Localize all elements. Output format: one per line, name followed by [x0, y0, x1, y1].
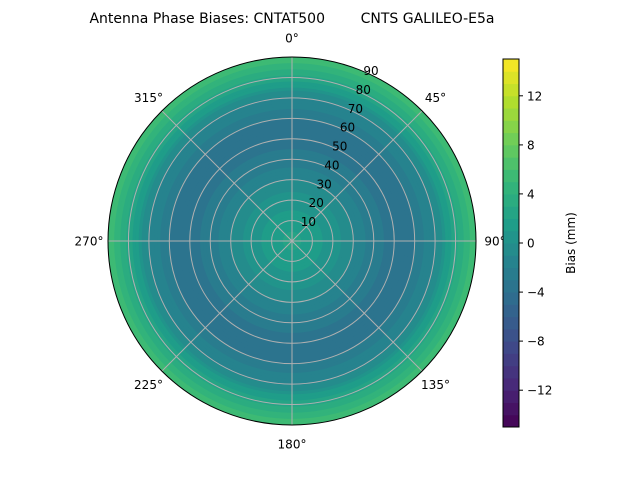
colorbar-band — [503, 267, 519, 281]
azimuth-gridline — [161, 110, 293, 242]
colorbar-band — [503, 304, 519, 318]
radial-tick-labels: 10 20 30 40 50 60 70 80 90 — [301, 64, 379, 229]
azimuth-tick-label: 45° — [425, 91, 446, 105]
colorbar-band — [503, 181, 519, 195]
colorbar-band — [503, 414, 519, 428]
azimuth-gridline — [161, 240, 293, 372]
colorbar-band — [503, 169, 519, 183]
colorbar-band — [503, 132, 519, 146]
colorbar-band — [503, 255, 519, 269]
colorbar-tick-label: −12 — [527, 384, 552, 398]
colorbar-band — [503, 83, 519, 97]
colorbar-band — [503, 218, 519, 232]
colorbar-tick-label: 8 — [527, 138, 535, 152]
colorbar-tick-label: 12 — [527, 89, 542, 103]
colorbar-band — [503, 108, 519, 121]
azimuth-tick-labels: 0° 45° 90° 135° 180° 225° 270° 315° — [75, 32, 506, 452]
radial-tick-label: 50 — [332, 140, 347, 154]
azimuth-tick-label: 225° — [134, 378, 163, 392]
colorbar-ticks: −12 −8 −4 0 4 8 12 — [519, 89, 552, 398]
azimuth-gridline — [291, 240, 423, 372]
colorbar-tick-label: 0 — [527, 237, 535, 251]
colorbar-band — [503, 59, 519, 72]
colorbar-band — [503, 402, 519, 416]
azimuth-tick-label: 270° — [75, 235, 104, 249]
colorbar-band — [503, 144, 519, 158]
colorbar-band — [503, 353, 519, 367]
colorbar-band — [503, 243, 519, 256]
colorbar-tick-label: −4 — [527, 286, 545, 300]
azimuth-tick-label: 90° — [484, 235, 505, 249]
colorbar-tick-label: 4 — [527, 187, 535, 201]
radial-tick-label: 60 — [340, 121, 355, 135]
colorbar-band — [503, 157, 519, 170]
colorbar-band — [503, 95, 519, 109]
radial-tick-label: 30 — [317, 177, 332, 191]
colorbar-label: Bias (mm) — [564, 212, 578, 274]
radial-tick-label: 70 — [348, 102, 363, 116]
azimuth-tick-label: 180° — [278, 438, 307, 452]
colorbar-band — [503, 120, 519, 134]
radial-tick-label: 80 — [356, 83, 371, 97]
colorbar-band — [503, 328, 519, 342]
polar-grid — [108, 57, 476, 425]
colorbar-band — [503, 230, 519, 244]
colorbar-band — [503, 316, 519, 330]
chart-title: Antenna Phase Biases: CNTAT500 CNTS GALI… — [89, 11, 494, 27]
azimuth-tick-label: 135° — [421, 378, 450, 392]
azimuth-tick-label: 315° — [134, 91, 163, 105]
colorbar-band — [503, 390, 519, 403]
colorbar-band — [503, 377, 519, 391]
azimuth-tick-label: 0° — [285, 32, 299, 46]
colorbar: −12 −8 −4 0 4 8 12 Bias (mm) — [502, 58, 578, 428]
colorbar-band — [503, 292, 519, 305]
radial-tick-label: 90 — [363, 64, 378, 78]
colorbar-band — [503, 279, 519, 293]
plot-boundary — [107, 56, 477, 426]
radial-tick-label: 20 — [309, 196, 324, 210]
colorbar-band — [503, 206, 519, 219]
colorbar-tick-label: −8 — [527, 335, 545, 349]
colorbar-band — [503, 71, 519, 85]
colorbar-bands — [503, 59, 519, 428]
azimuth-gridline — [291, 110, 423, 242]
colorbar-band — [503, 341, 519, 354]
radial-tick-label: 10 — [301, 215, 316, 229]
colorbar-band — [503, 365, 519, 379]
colorbar-band — [503, 193, 519, 207]
radial-tick-label: 40 — [324, 158, 339, 172]
